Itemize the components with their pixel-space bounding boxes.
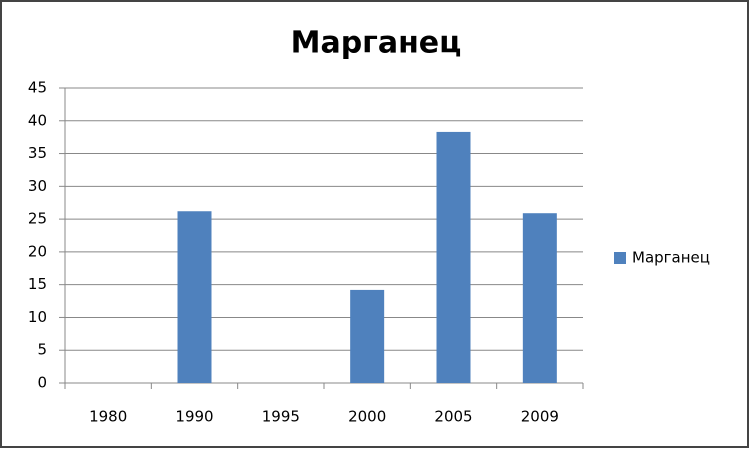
x-tick-label: 1980 (89, 408, 127, 426)
legend-swatch (614, 252, 626, 264)
y-tick-label: 35 (28, 144, 47, 162)
y-tick-label: 0 (37, 374, 47, 392)
x-tick-label: 1990 (175, 408, 213, 426)
x-tick-label: 2009 (521, 408, 559, 426)
y-tick-label: 20 (28, 242, 47, 260)
x-tick-label: 1995 (262, 408, 300, 426)
bar (436, 131, 471, 383)
chart-title: Марганец (291, 26, 462, 61)
y-tick-label: 5 (37, 341, 47, 359)
y-tick-label: 40 (28, 111, 47, 129)
x-tick-label: 2005 (434, 408, 472, 426)
legend-label: Марганец (632, 249, 710, 267)
bar (177, 211, 212, 383)
y-tick-label: 45 (28, 79, 47, 97)
y-tick-label: 30 (28, 177, 47, 195)
y-tick-label: 15 (28, 275, 47, 293)
y-tick-label: 10 (28, 308, 47, 326)
bar (522, 213, 557, 383)
x-tick-label: 2000 (348, 408, 386, 426)
y-tick-label: 25 (28, 210, 47, 228)
bar (350, 289, 385, 383)
